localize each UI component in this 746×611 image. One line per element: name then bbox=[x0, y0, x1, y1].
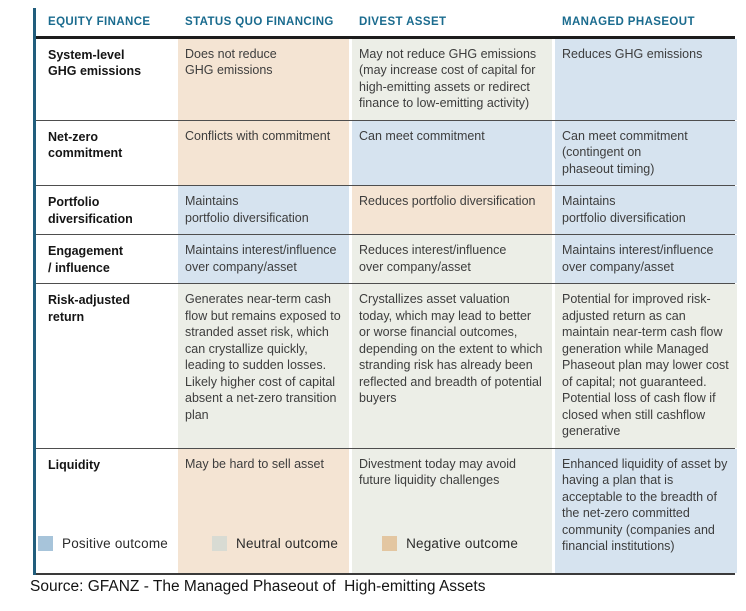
table-cell: Does not reduce GHG emissions bbox=[178, 38, 349, 120]
row-label: Net-zero commitment bbox=[36, 120, 175, 186]
row-label: System-level GHG emissions bbox=[36, 38, 175, 120]
table-cell: Can meet commitment (contingent on phase… bbox=[555, 120, 737, 186]
source-caption: Source: GFANZ - The Managed Phaseout of … bbox=[30, 578, 486, 595]
table-row-risk-adjusted-return: Risk-adjusted return Generates near-term… bbox=[36, 284, 737, 449]
equity-finance-table: EQUITY FINANCE STATUS QUO FINANCING DIVE… bbox=[36, 8, 737, 575]
column-header-divest-asset: DIVEST ASSET bbox=[359, 16, 447, 28]
table-cell: Enhanced liquidity of asset by having a … bbox=[555, 448, 737, 573]
legend-label: Positive outcome bbox=[62, 536, 168, 551]
column-header-status-quo-financing: STATUS QUO FINANCING bbox=[185, 16, 334, 28]
table-row-engagement-influence: Engagement / influence Maintains interes… bbox=[36, 235, 737, 285]
column-header-managed-phaseout: MANAGED PHASEOUT bbox=[562, 16, 695, 28]
table-row-portfolio-diversification: Portfolio diversification Maintains port… bbox=[36, 186, 737, 236]
table-cell: Conflicts with commitment bbox=[178, 120, 349, 186]
neutral-swatch-icon bbox=[212, 536, 227, 551]
column-header-equity-finance: EQUITY FINANCE bbox=[48, 16, 151, 28]
legend: Positive outcome Neutral outcome Negativ… bbox=[38, 536, 562, 551]
table-cell: Maintains interest/influence over compan… bbox=[555, 235, 737, 284]
table-cell: May be hard to sell asset bbox=[178, 448, 349, 573]
table-row-liquidity: Liquidity May be hard to sell asset Dive… bbox=[36, 448, 737, 575]
table-cell: Reduces portfolio diversification bbox=[352, 186, 552, 235]
table-cell: Generates near-term cash flow but remain… bbox=[178, 284, 349, 448]
table-cell: Reduces interest/influence over company/… bbox=[352, 235, 552, 284]
table-cell: Divestment today may avoid future liquid… bbox=[352, 448, 552, 573]
table-cell: Maintains portfolio diversification bbox=[555, 186, 737, 235]
table-cell: Reduces GHG emissions bbox=[555, 38, 737, 120]
negative-swatch-icon bbox=[382, 536, 398, 551]
positive-swatch-icon bbox=[38, 536, 53, 551]
row-label: Risk-adjusted return bbox=[36, 284, 175, 448]
legend-item-neutral: Neutral outcome bbox=[212, 536, 338, 551]
legend-item-positive: Positive outcome bbox=[38, 536, 168, 551]
row-label: Portfolio diversification bbox=[36, 186, 175, 235]
table-cell: Can meet commitment bbox=[352, 120, 552, 186]
left-accent-bar bbox=[33, 8, 36, 575]
table-header-row: EQUITY FINANCE STATUS QUO FINANCING DIVE… bbox=[36, 8, 735, 39]
table-cell: Maintains portfolio diversification bbox=[178, 186, 349, 235]
row-label: Liquidity bbox=[36, 448, 175, 573]
legend-label: Neutral outcome bbox=[236, 536, 339, 551]
table-cell: Crystallizes asset valuation today, whic… bbox=[352, 284, 552, 448]
table-cell: Potential for improved risk-adjusted ret… bbox=[555, 284, 737, 448]
row-label: Engagement / influence bbox=[36, 235, 175, 284]
table-cell: May not reduce GHG emissions (may increa… bbox=[352, 38, 552, 120]
table-row-ghg-emissions: System-level GHG emissions Does not redu… bbox=[36, 38, 737, 121]
table-cell: Maintains interest/influence over compan… bbox=[178, 235, 349, 284]
table-row-net-zero-commitment: Net-zero commitment Conflicts with commi… bbox=[36, 120, 737, 187]
legend-item-negative: Negative outcome bbox=[382, 536, 518, 551]
comparison-table-figure: EQUITY FINANCE STATUS QUO FINANCING DIVE… bbox=[33, 8, 737, 575]
legend-label: Negative outcome bbox=[406, 536, 519, 551]
